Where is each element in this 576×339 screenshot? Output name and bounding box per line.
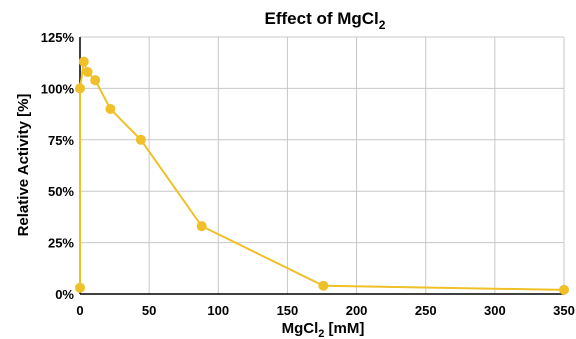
x-tick-labels: 0 50 100 150 200 250 300 350: [76, 303, 574, 318]
grid: [79, 36, 565, 295]
y-tick-label: 100%: [41, 81, 75, 96]
x-tick-label: 50: [142, 303, 156, 318]
y-tick-label: 50%: [48, 184, 74, 199]
y-tick-label: 125%: [41, 30, 75, 45]
chart-title-subscript: 2: [379, 18, 386, 32]
axes: [79, 37, 564, 295]
chart-title: Effect of MgCl2: [265, 9, 386, 32]
x-axis-label-subscript: 2: [318, 328, 324, 339]
x-tick-label: 200: [346, 303, 368, 318]
y-tick-label: 75%: [48, 133, 74, 148]
data-point: [196, 221, 207, 232]
data-point: [559, 284, 569, 295]
y-tick-label: 25%: [48, 236, 74, 251]
x-axis-label-suffix: [mM]: [324, 320, 364, 337]
x-tick-label: 350: [553, 303, 575, 318]
data-point: [105, 103, 116, 114]
x-tick-label: 0: [76, 303, 83, 318]
chart-title-main: Effect of MgCl: [265, 9, 379, 28]
x-tick-label: 250: [415, 303, 437, 318]
data-point: [90, 75, 101, 86]
series: [75, 56, 569, 295]
x-axis-label: MgCl2 [mM]: [282, 320, 365, 339]
data-point: [75, 282, 85, 293]
data-point: [78, 56, 89, 67]
y-tick-label: 0%: [55, 287, 74, 302]
y-axis-label: Relative Activity [%]: [15, 94, 32, 237]
data-point: [75, 83, 85, 94]
data-point: [82, 66, 93, 77]
x-axis-label-main: MgCl: [282, 320, 319, 337]
y-tick-labels: 0% 25% 50% 75% 100% 125%: [41, 30, 75, 302]
data-point: [318, 280, 329, 291]
x-tick-label: 300: [484, 303, 506, 318]
data-point: [135, 134, 146, 145]
x-tick-label: 150: [277, 303, 299, 318]
series-line-0: [79, 61, 565, 291]
x-tick-label: 100: [207, 303, 229, 318]
